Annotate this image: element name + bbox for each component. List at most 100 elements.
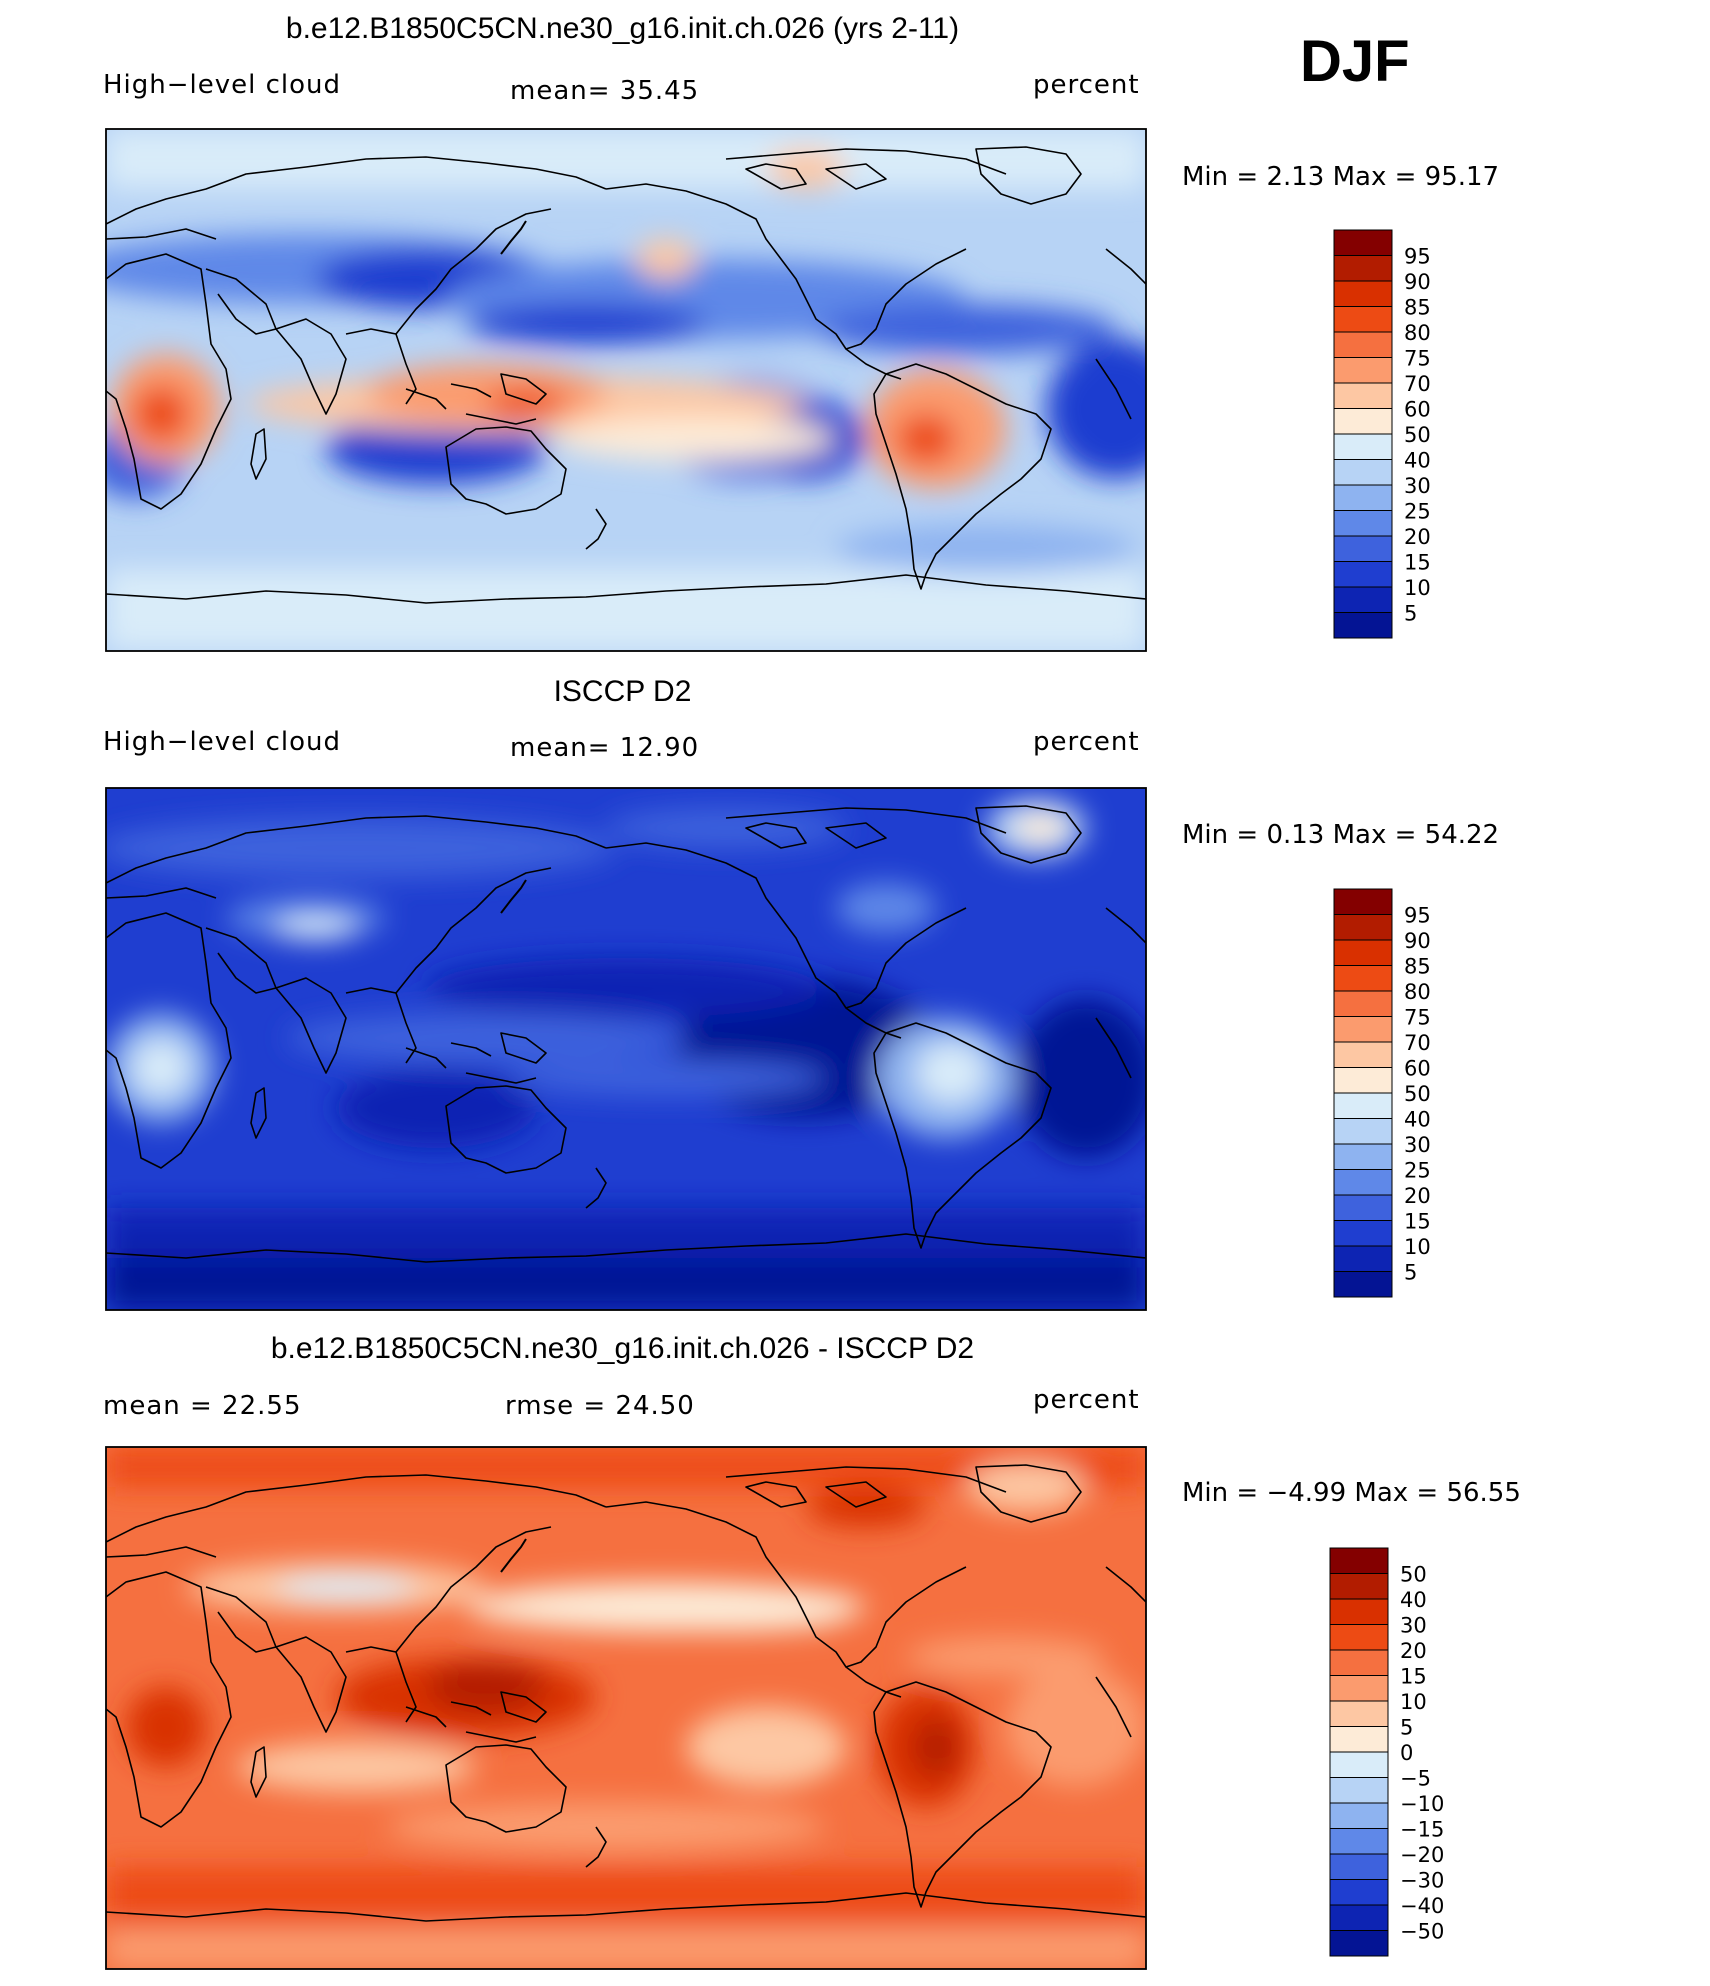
colorbar-tick-label: 80 — [1404, 980, 1431, 1004]
colorbar-swatch — [1333, 1220, 1393, 1247]
colorbar-tick-label: 85 — [1404, 955, 1431, 979]
colorbar-tick-label: 50 — [1404, 423, 1431, 447]
colorbar-swatch — [1333, 357, 1393, 384]
colorbar-tick-label: 25 — [1404, 500, 1431, 524]
colorbar-tick-label: 5 — [1400, 1716, 1413, 1740]
colorbar-tick-label: 20 — [1404, 1184, 1431, 1208]
colorbar-swatch — [1329, 1802, 1389, 1829]
colorbar-tick-label: 50 — [1404, 1082, 1431, 1106]
colorbar-swatch — [1329, 1649, 1389, 1676]
colorbar-tick-label: 60 — [1404, 398, 1431, 422]
colorbar-tick-label: 95 — [1404, 245, 1431, 269]
colorbar-tick-label: 20 — [1404, 525, 1431, 549]
colorbar-swatch — [1333, 229, 1393, 256]
panel-1-units-label: percent — [1033, 70, 1140, 100]
colorbar-swatch — [1333, 408, 1393, 435]
colorbar-tick-label: 90 — [1404, 270, 1431, 294]
colorbar-swatch — [1333, 1245, 1393, 1272]
colorbar-swatch — [1333, 1271, 1393, 1298]
colorbar-swatch — [1329, 1930, 1389, 1957]
colorbar-swatch — [1329, 1700, 1389, 1727]
colorbar-tick-label: 85 — [1404, 296, 1431, 320]
panel-3-map — [106, 1447, 1146, 1969]
colorbar-tick-label: 20 — [1400, 1639, 1427, 1663]
colorbar-swatch — [1333, 382, 1393, 409]
colorbar-tick-label: −5 — [1400, 1767, 1431, 1791]
colorbar-swatch — [1333, 1194, 1393, 1221]
colorbar-swatch — [1329, 1828, 1389, 1855]
colorbar-swatch — [1333, 255, 1393, 282]
colorbar-tick-label: 40 — [1404, 1108, 1431, 1132]
panel-3-frame — [105, 1446, 1147, 1970]
colorbar-swatch — [1329, 1624, 1389, 1651]
colorbar-swatch — [1333, 280, 1393, 307]
colorbar-tick-label: −40 — [1400, 1894, 1444, 1918]
colorbar-swatch — [1333, 990, 1393, 1017]
colorbar-swatch — [1333, 433, 1393, 460]
colorbar-tick-label: 40 — [1400, 1588, 1427, 1612]
colorbar-swatch — [1333, 1041, 1393, 1068]
panel-2-title: ISCCP D2 — [553, 675, 692, 708]
panel-2-variable-label: High−level cloud — [103, 727, 342, 757]
colorbar-swatch — [1333, 888, 1393, 915]
colorbar-swatch — [1333, 535, 1393, 562]
colorbar-swatch — [1333, 1067, 1393, 1094]
panel-3-title: b.e12.B1850C5CN.ne30_g16.init.ch.026 - I… — [270, 1332, 975, 1365]
panel-3-rmse-label: rmse = 24.50 — [505, 1391, 695, 1421]
colorbar-swatch — [1333, 1169, 1393, 1196]
colorbar-tick-label: 10 — [1400, 1690, 1427, 1714]
colorbar-swatch — [1333, 939, 1393, 966]
colorbar-swatch — [1333, 965, 1393, 992]
colorbar-swatch — [1333, 1092, 1393, 1119]
colorbar-swatch — [1329, 1879, 1389, 1906]
colorbar-tick-label: 15 — [1400, 1665, 1427, 1689]
colorbar-tick-label: 50 — [1400, 1563, 1427, 1587]
colorbar-swatch — [1333, 510, 1393, 537]
colorbar-swatch — [1333, 561, 1393, 588]
colorbar-tick-label: 80 — [1404, 321, 1431, 345]
colorbar-tick-label: 30 — [1404, 1133, 1431, 1157]
panel-3-min-max: Min = −4.99 Max = 56.55 — [1182, 1478, 1521, 1508]
colorbar-tick-label: 10 — [1404, 1235, 1431, 1259]
colorbar-swatch — [1333, 459, 1393, 486]
panel-3-mean-label: mean = 22.55 — [103, 1391, 302, 1421]
colorbar-swatch — [1329, 1751, 1389, 1778]
panel-2-min-max: Min = 0.13 Max = 54.22 — [1182, 820, 1500, 850]
colorbar-swatch — [1329, 1675, 1389, 1702]
colorbar-tick-label: 60 — [1404, 1057, 1431, 1081]
colorbar-tick-label: 75 — [1404, 347, 1431, 371]
panel-2-units-label: percent — [1033, 727, 1140, 757]
panel-2-map — [106, 788, 1146, 1310]
colorbar-swatch — [1333, 306, 1393, 333]
colorbar-swatch — [1333, 914, 1393, 941]
colorbar-tick-label: −50 — [1400, 1920, 1444, 1944]
colorbar-swatch — [1333, 1016, 1393, 1043]
colorbar-tick-label: 0 — [1400, 1741, 1413, 1765]
panel-1-map — [106, 129, 1146, 651]
panel-3-units-label: percent — [1033, 1385, 1140, 1415]
panel-1-variable-label: High−level cloud — [103, 70, 342, 100]
colorbar-swatch — [1333, 331, 1393, 358]
colorbar-tick-label: 70 — [1404, 1031, 1431, 1055]
colorbar-tick-label: 40 — [1404, 449, 1431, 473]
colorbar-swatch — [1333, 484, 1393, 511]
colorbar-tick-label: −30 — [1400, 1869, 1444, 1893]
colorbar-tick-label: 5 — [1404, 1261, 1417, 1285]
colorbar-swatch — [1329, 1573, 1389, 1600]
colorbar-tick-label: 90 — [1404, 929, 1431, 953]
colorbar-tick-label: 75 — [1404, 1006, 1431, 1030]
colorbar-tick-label: 30 — [1400, 1614, 1427, 1638]
panel-2-frame — [105, 787, 1147, 1311]
colorbar-tick-label: 95 — [1404, 904, 1431, 928]
colorbar-tick-label: 5 — [1404, 602, 1417, 626]
panel-1-mean-label: mean= 35.45 — [510, 76, 700, 106]
colorbar-swatch — [1329, 1904, 1389, 1931]
colorbar-swatch — [1333, 612, 1393, 639]
colorbar-tick-label: 15 — [1404, 551, 1431, 575]
panel-2-mean-label: mean= 12.90 — [510, 733, 700, 763]
colorbar-swatch — [1333, 586, 1393, 613]
panel-1-title: b.e12.B1850C5CN.ne30_g16.init.ch.026 (yr… — [285, 12, 960, 45]
